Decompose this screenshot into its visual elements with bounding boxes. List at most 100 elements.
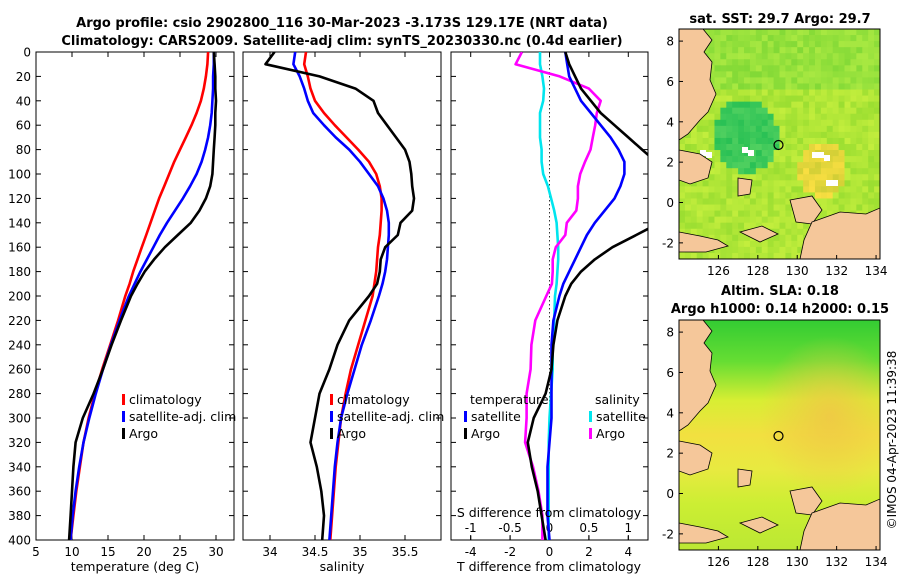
- map-y-tick-label: 0: [666, 487, 674, 501]
- legend-sal-satellite: satellite: [596, 409, 646, 424]
- map-y-tick-label: 2: [666, 447, 674, 461]
- sst-map: [679, 29, 880, 259]
- x-tick-label: 20: [136, 545, 151, 559]
- x2-tick-label: 0.5: [579, 521, 598, 535]
- y-tick-label: 120: [8, 192, 31, 206]
- x-tick-label: 5: [32, 545, 40, 559]
- x-tick-label: 4: [624, 545, 632, 559]
- y-tick-label: 0: [23, 46, 31, 60]
- y-tick-label: 60: [16, 119, 31, 133]
- y-tick-label: 400: [8, 534, 31, 548]
- difference-xlabel: T difference from climatology: [456, 559, 642, 574]
- y-tick-label: 260: [8, 363, 31, 377]
- y-tick-label: 240: [8, 338, 31, 352]
- x2-tick-label: 1: [624, 521, 632, 535]
- y-tick-label: 40: [16, 94, 31, 108]
- legend-sal-argo: Argo: [596, 426, 625, 441]
- legend-climatology: climatology: [337, 392, 410, 407]
- series-line-salinity-satellite: [538, 52, 560, 540]
- temperature-lines: [67, 52, 218, 540]
- x-tick-label: 10: [64, 545, 79, 559]
- map-x-tick-label: 132: [825, 264, 848, 278]
- x-tick-label: 35.5: [392, 545, 419, 559]
- y-tick-label: 20: [16, 70, 31, 84]
- salinity-axes: [242, 51, 442, 541]
- map-x-tick-label: 126: [707, 264, 730, 278]
- legend-temp-satellite: satellite: [471, 409, 521, 424]
- map-y-tick-label: 4: [666, 406, 674, 420]
- map-x-tick-label: 128: [746, 264, 769, 278]
- difference-x2label: S difference from climatology: [457, 505, 642, 520]
- sla-map: [679, 320, 880, 550]
- legend-satellite: satellite-adj. clim: [337, 409, 444, 424]
- salinity-legend: climatology satellite-adj. clim Argo: [330, 392, 444, 441]
- x-tick-label: 34.5: [302, 545, 329, 559]
- x-tick-label: 30: [208, 545, 223, 559]
- map-x-tick-label: 134: [865, 264, 888, 278]
- legend-temperature-header: temperature: [470, 392, 549, 407]
- difference-lines: [514, 52, 648, 540]
- imos-credit: ©IMOS 04-Apr-2023 11:39:38: [885, 351, 899, 530]
- map-x-tick-label: 126: [707, 555, 730, 569]
- y-tick-label: 380: [8, 509, 31, 523]
- x-tick-label: 15: [100, 545, 115, 559]
- y-tick-label: 200: [8, 290, 31, 304]
- y-tick-label: 300: [8, 412, 31, 426]
- legend-satellite: satellite-adj. clim: [129, 409, 236, 424]
- series-line-satellite-adj-clim: [69, 52, 216, 540]
- sla-map-ticks: 126 128 130 132 134 -2 0 2 4 6 8: [662, 326, 887, 569]
- x2-tick-label: -1: [465, 521, 477, 535]
- argo-position-marker: [773, 430, 784, 442]
- y-tick-label: 180: [8, 265, 31, 279]
- series-line-temperature-argo: [526, 52, 648, 540]
- map-x-tick-label: 130: [786, 555, 809, 569]
- salinity-lines: [264, 52, 416, 540]
- series-line-salinity-argo: [514, 52, 603, 540]
- sla-map-title1: Altim. SLA: 0.18: [721, 284, 839, 299]
- y-tick-label: 100: [8, 168, 31, 182]
- map-y-tick-label: 2: [666, 156, 674, 170]
- figure-title-line2: Climatology: CARS2009. Satellite-adj cli…: [61, 34, 622, 49]
- map-x-tick-label: 134: [865, 555, 888, 569]
- y-tick-label: 360: [8, 485, 31, 499]
- x-tick-label: 34: [262, 545, 277, 559]
- argo-position-marker: [773, 139, 784, 151]
- map-y-tick-label: 8: [666, 326, 674, 340]
- legend-temp-argo: Argo: [471, 426, 500, 441]
- y-tick-label: 280: [8, 387, 31, 401]
- x-tick-label: -4: [465, 545, 477, 559]
- legend-argo: Argo: [129, 426, 158, 441]
- map-x-tick-label: 130: [786, 264, 809, 278]
- map-y-tick-label: 0: [666, 196, 674, 210]
- temperature-xlabel: temperature (deg C): [71, 559, 200, 574]
- map-y-tick-label: 4: [666, 115, 674, 129]
- figure-title-line1: Argo profile: csio 2902800_116 30-Mar-20…: [76, 16, 608, 31]
- temperature-ticks: 0 20 40 60 80 100 120 140 160 180 200 220 240 260 280 3…: [8, 46, 234, 559]
- map-y-tick-label: -2: [662, 527, 674, 541]
- sst-map-ticks: 126 128 130 132 134 -2 0 2 4 6 8: [662, 35, 887, 278]
- map-y-tick-label: -2: [662, 236, 674, 250]
- map-y-tick-label: 6: [666, 75, 674, 89]
- y-tick-label: 340: [8, 460, 31, 474]
- series-line-satellite-adj-clim: [292, 52, 391, 540]
- map-y-tick-label: 6: [666, 366, 674, 380]
- legend-salinity-header: salinity: [595, 392, 640, 407]
- y-tick-label: 220: [8, 314, 31, 328]
- x-tick-label: 25: [172, 545, 187, 559]
- map-x-tick-label: 128: [746, 555, 769, 569]
- difference-legend: temperature salinity satellite Argo sate…: [464, 392, 646, 441]
- x-tick-label: 35: [352, 545, 367, 559]
- legend-climatology: climatology: [129, 392, 202, 407]
- salinity-ticks: 34 34.5 35 35.5: [243, 51, 441, 559]
- temperature-legend: climatology satellite-adj. clim Argo: [122, 392, 236, 441]
- map-y-tick-label: 8: [666, 35, 674, 49]
- y-tick-label: 80: [16, 143, 31, 157]
- x-tick-label: -2: [504, 545, 516, 559]
- legend-argo: Argo: [337, 426, 366, 441]
- sst-map-title: sat. SST: 29.7 Argo: 29.7: [689, 12, 870, 27]
- x-tick-label: 0: [546, 545, 554, 559]
- map-x-tick-label: 132: [825, 555, 848, 569]
- y-tick-label: 140: [8, 216, 31, 230]
- series-line-argo: [264, 52, 416, 540]
